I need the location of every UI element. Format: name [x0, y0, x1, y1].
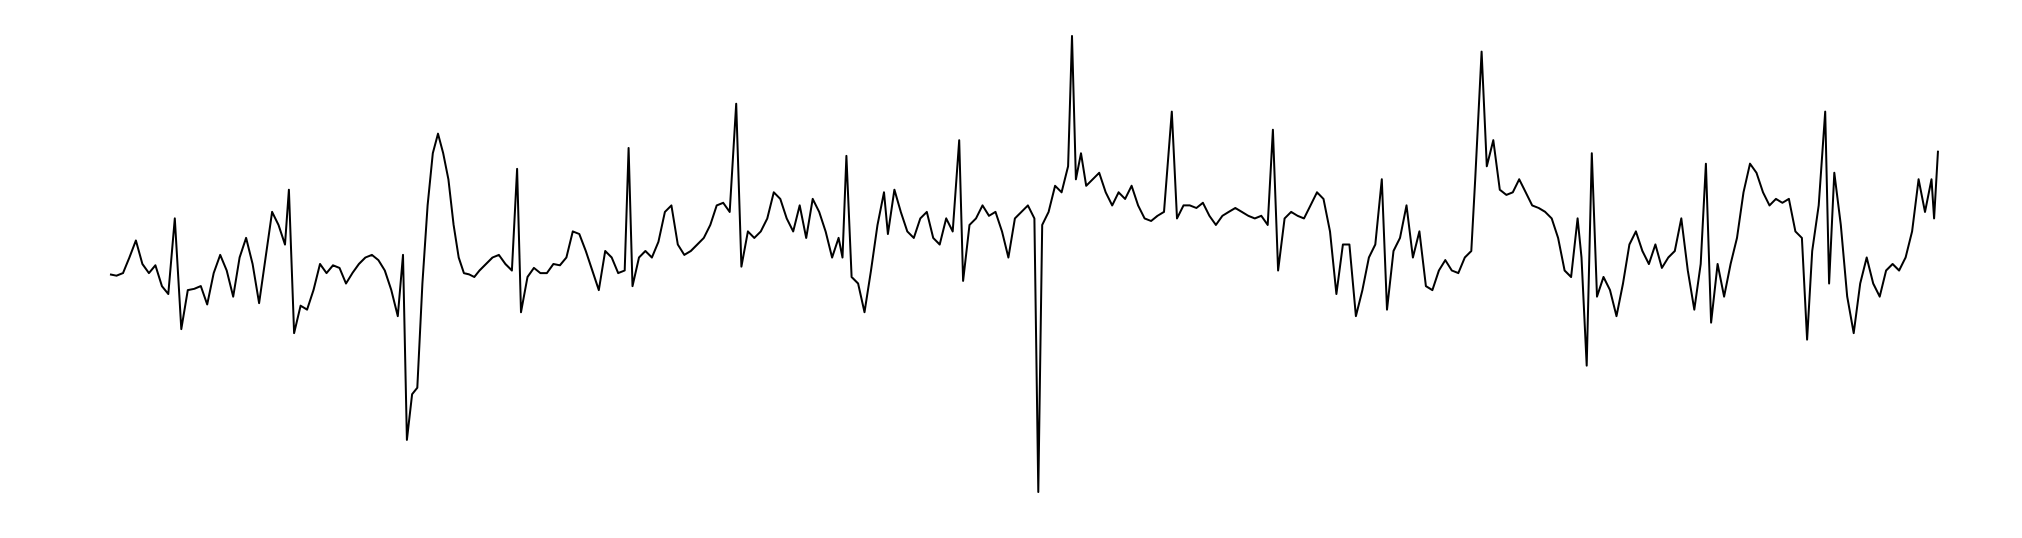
signal-line: [109, 35, 1939, 493]
